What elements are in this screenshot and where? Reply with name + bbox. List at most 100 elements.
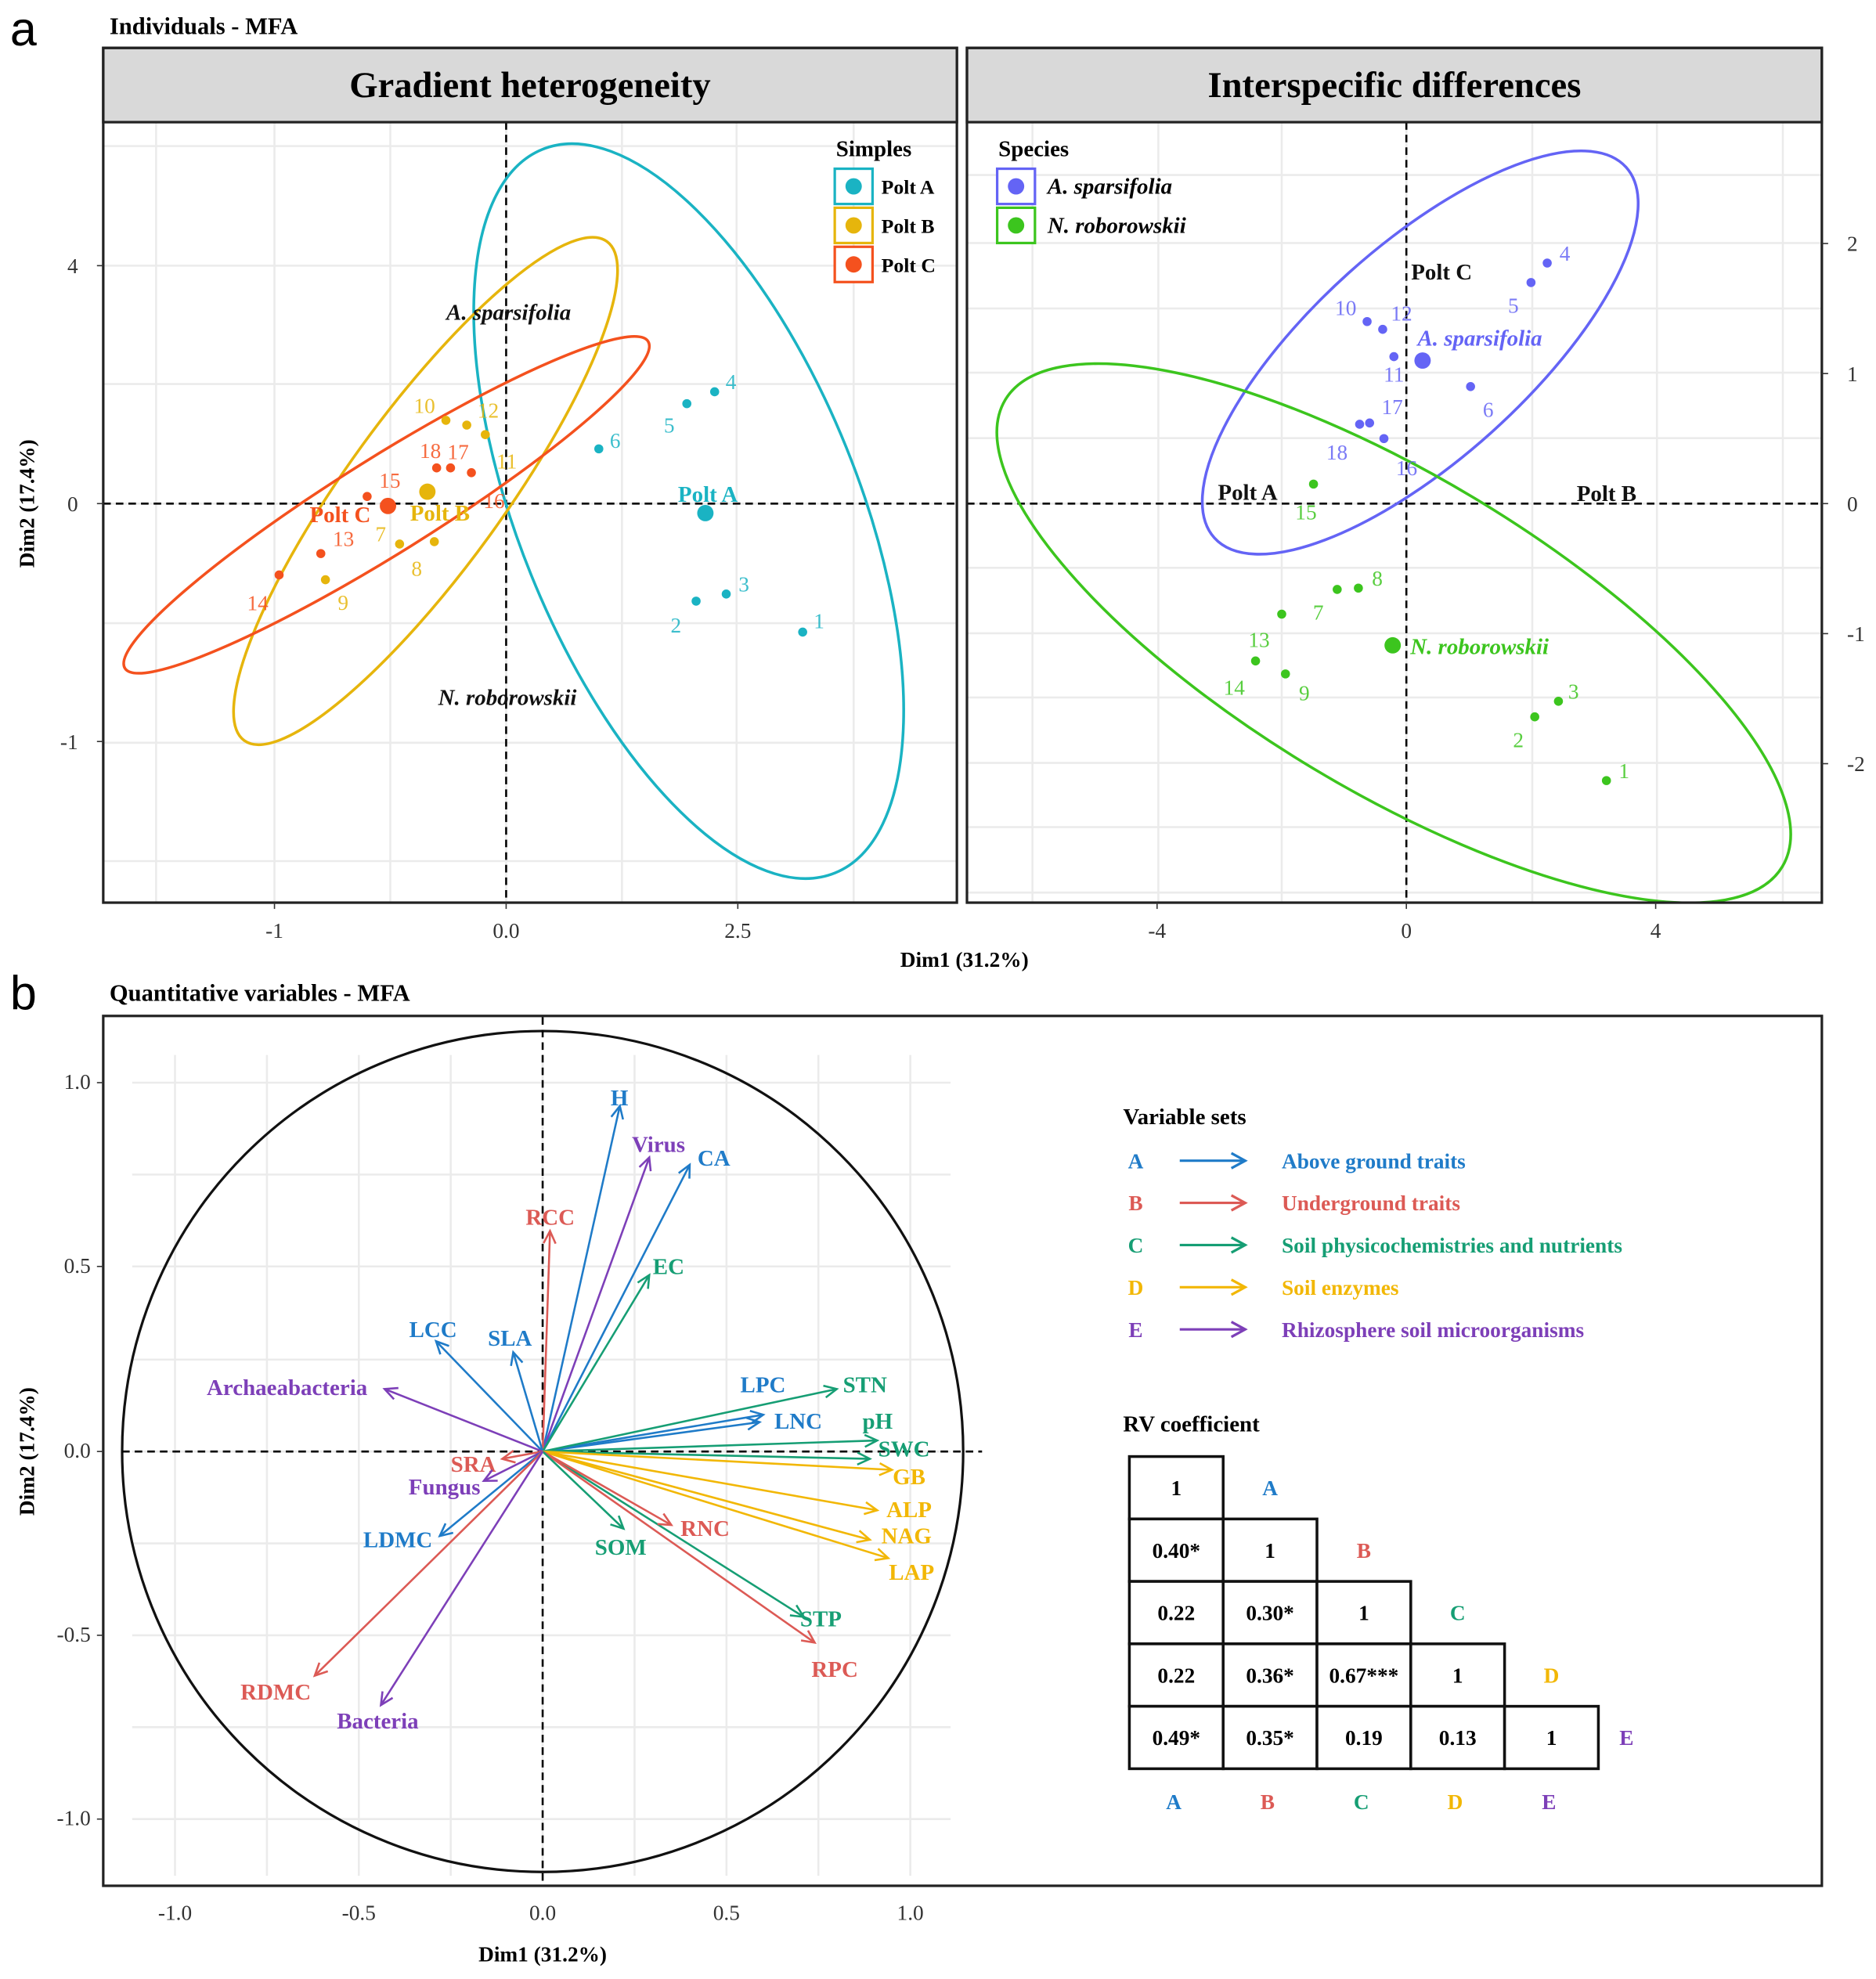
panel-b-title: Quantitative variables - MFA (110, 979, 410, 1006)
arrow-head-icon (610, 1515, 626, 1530)
arrow-head-icon (874, 1548, 891, 1562)
arrow-shaft (542, 1413, 764, 1453)
arrow-shaft (541, 1164, 691, 1452)
arrow-shaft (502, 1450, 543, 1460)
y-tick-label: -1.0 (57, 1807, 91, 1830)
legend-dot (845, 217, 862, 234)
centroid-point (1384, 636, 1402, 654)
data-point (1333, 585, 1342, 594)
point-label: 18 (420, 439, 441, 463)
rv-row-set-label: D (1544, 1664, 1560, 1687)
data-point (1601, 776, 1611, 785)
point-label: 16 (1396, 456, 1417, 480)
x-tick-label: -4 (1148, 919, 1166, 943)
arrow-head-icon (637, 1273, 651, 1289)
data-point (682, 398, 692, 409)
arrow-shaft (483, 1451, 543, 1482)
arrow-shaft (542, 1450, 871, 1541)
rv-column-set-label: E (1542, 1790, 1556, 1814)
variable-label: LNC (774, 1409, 822, 1434)
centroid-label: Polt B (410, 501, 470, 526)
rv-row-set-label: B (1357, 1539, 1371, 1563)
data-point (1308, 479, 1319, 489)
annotation-polt-b: Polt B (1577, 481, 1636, 506)
point-label: 6 (1483, 398, 1494, 421)
rv-value: 0.19 (1345, 1726, 1383, 1750)
variable-label: SRA (451, 1452, 496, 1477)
data-point (1379, 434, 1389, 444)
data-point (446, 463, 456, 473)
data-point (709, 387, 720, 397)
variable-label: RPC (811, 1657, 857, 1682)
variable-arrow-stn (542, 1384, 839, 1453)
confidence-ellipse-n-roborowskii (995, 362, 1792, 903)
arrow-head-icon (863, 1501, 880, 1516)
y-tick-label: -0.5 (57, 1623, 91, 1646)
arrow-head-icon (657, 1512, 673, 1527)
point-label: 11 (496, 450, 517, 474)
point-label: 10 (1335, 297, 1356, 320)
panel-b-letter: b (10, 967, 37, 1020)
point-label: 1 (1618, 759, 1629, 783)
arrow-head-icon (1230, 1152, 1248, 1170)
legend-key-letter: C (1128, 1234, 1144, 1257)
variable-label: LDMC (363, 1527, 432, 1552)
variable-arrow-swc (543, 1450, 872, 1466)
legend-key-letter: A (1128, 1149, 1144, 1173)
data-point (1530, 712, 1539, 722)
data-point (1355, 420, 1365, 429)
variable-sets-legend: Variable sets A Above ground traits B Underg… (1123, 1105, 1622, 1342)
arrow-shaft (542, 1451, 673, 1527)
centroid-label: Polt C (309, 503, 370, 528)
centroid-label: N. roborowskii (1409, 635, 1549, 660)
rv-value: 1 (1358, 1602, 1369, 1625)
legend-key-letter: B (1128, 1191, 1142, 1215)
data-point (441, 416, 451, 425)
rv-row-set-label: A (1262, 1476, 1278, 1500)
legend-label: Soil enzymes (1282, 1276, 1399, 1300)
rv-cell (1409, 1642, 1506, 1708)
rv-cell (1315, 1642, 1412, 1708)
variable-arrow-archaeabacteria (382, 1386, 543, 1453)
point-label: 4 (726, 370, 737, 394)
arrow-head-icon (878, 1462, 895, 1476)
arrow-head-icon (823, 1384, 839, 1399)
variable-arrow-lnc (542, 1416, 763, 1453)
arrow-head-icon (312, 1662, 329, 1678)
plot-frame (965, 46, 1824, 904)
legend-title: Variable sets (1123, 1105, 1246, 1130)
panel-a-title: Individuals - MFA (110, 13, 298, 39)
variable-arrow-alp (542, 1450, 880, 1516)
legend-title: Species (998, 136, 1069, 161)
arrow-shaft (542, 1451, 625, 1530)
data-point (363, 492, 372, 501)
data-point (1526, 278, 1536, 287)
y-tick-label: 4 (67, 254, 78, 278)
data-point (1542, 258, 1552, 268)
rv-value: 0.35* (1246, 1726, 1293, 1750)
x-tick-label: 0 (1401, 919, 1412, 943)
variable-arrow-ldmc (438, 1451, 543, 1538)
panel-b-y-axis-label: Dim2 (17.4%) (15, 1387, 38, 1516)
legend-dot (1008, 217, 1025, 234)
rv-cell (1409, 1704, 1506, 1771)
rv-cell (1221, 1704, 1319, 1771)
y-tick-label: -2 (1847, 752, 1865, 776)
data-point (1553, 696, 1564, 706)
rv-column-set-label: D (1448, 1790, 1463, 1814)
data-point (594, 444, 604, 454)
x-tick-label: 0.5 (713, 1901, 740, 1924)
data-point (316, 549, 326, 558)
data-point (1389, 351, 1399, 362)
panel-b-x-axis-label: Dim1 (31.2%) (478, 1942, 607, 1966)
arrow-shaft (543, 1439, 878, 1453)
arrow-shaft (380, 1451, 544, 1706)
data-point (1250, 656, 1261, 666)
rv-value: 0.22 (1157, 1664, 1195, 1687)
point-label: 3 (1568, 680, 1579, 704)
rv-cell (1221, 1642, 1319, 1708)
arrow-shaft (314, 1451, 543, 1677)
variable-arrow-lcc (434, 1339, 543, 1453)
